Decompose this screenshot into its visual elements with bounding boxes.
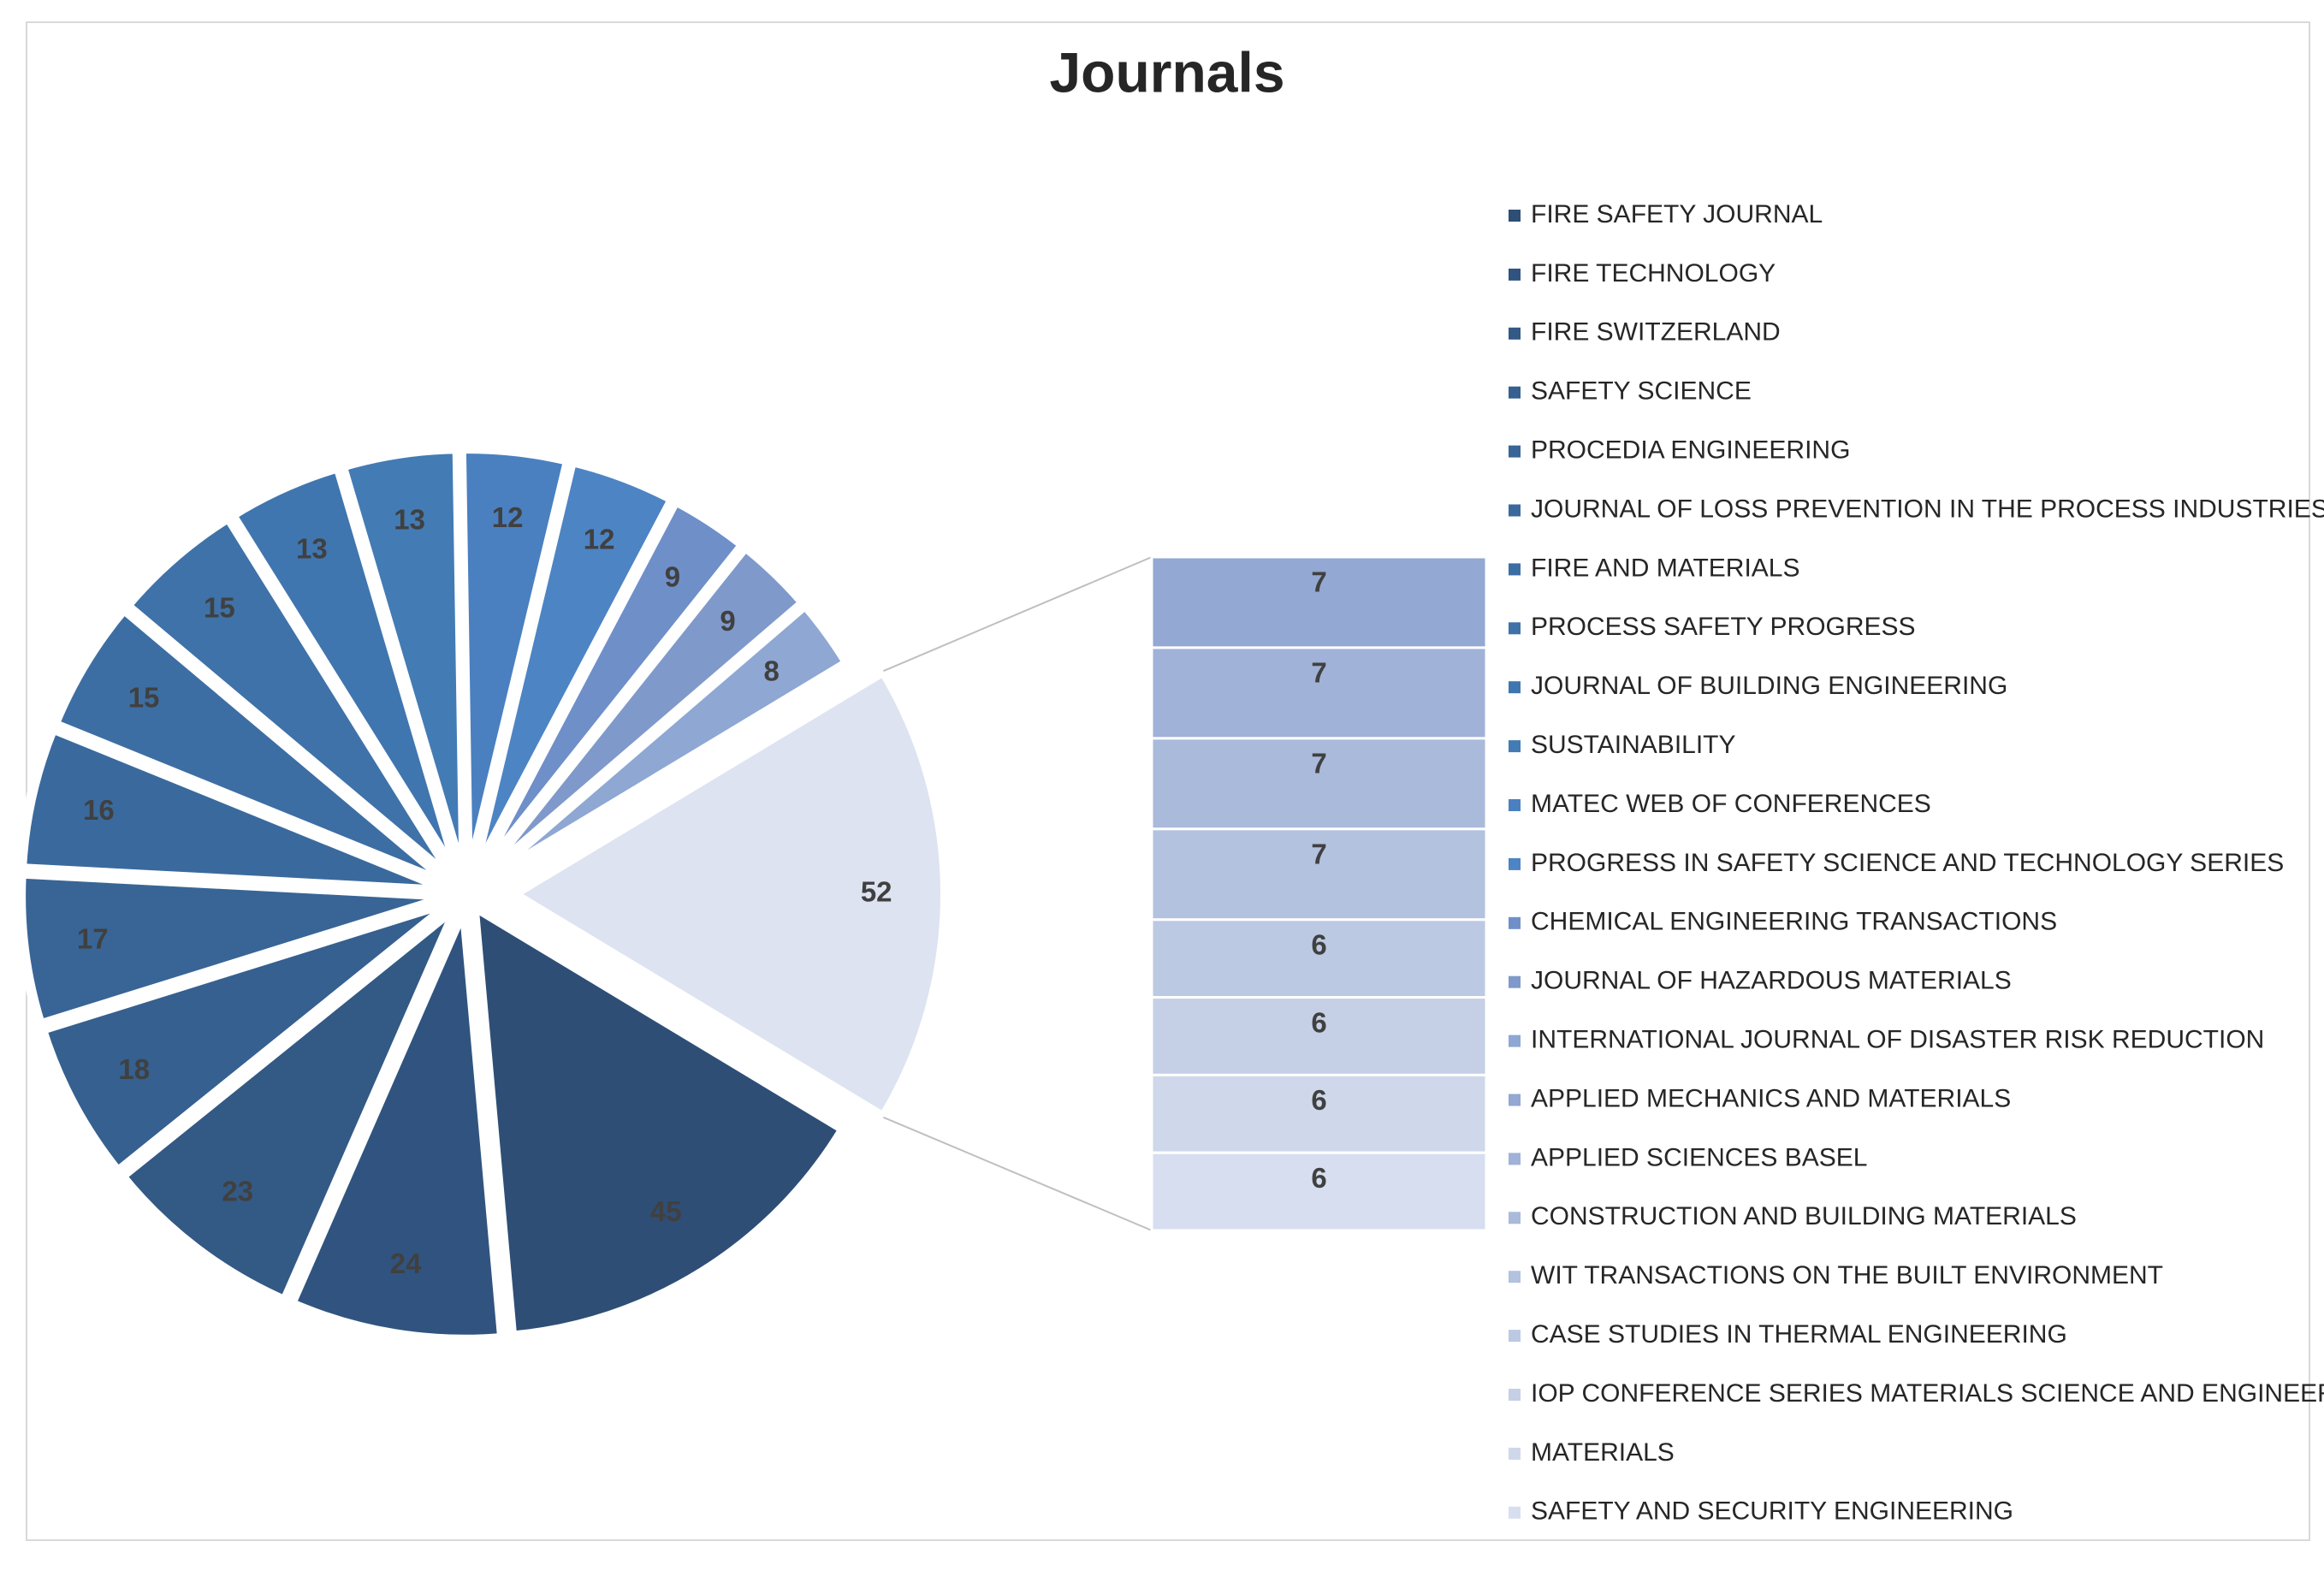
legend-swatch: [1509, 1212, 1521, 1224]
data-label: 9: [720, 605, 735, 637]
legend-label: APPLIED MECHANICS AND MATERIALS: [1531, 1084, 2011, 1112]
data-label: 52: [861, 876, 892, 908]
legend-swatch: [1509, 857, 1521, 870]
data-label: 6: [1311, 1006, 1326, 1038]
data-label: 24: [390, 1248, 422, 1279]
legend-label: PROCEDIA ENGINEERING: [1531, 436, 1850, 465]
bar-segment: [1150, 555, 1488, 649]
data-label: 9: [665, 560, 680, 592]
data-label: 7: [1311, 839, 1326, 870]
legend-swatch: [1509, 1034, 1521, 1047]
legend-label: IOP CONFERENCE SERIES MATERIALS SCIENCE …: [1531, 1379, 2324, 1408]
legend-label: INTERNATIONAL JOURNAL OF DISASTER RISK R…: [1531, 1026, 2264, 1054]
legend-swatch: [1509, 210, 1521, 222]
data-label: 13: [296, 532, 328, 564]
pie-slice: [474, 597, 855, 891]
legend-swatch: [1509, 1330, 1521, 1343]
legend-label: FIRE AND MATERIALS: [1531, 554, 1800, 582]
legend-label: CONSTRUCTION AND BUILDING MATERIALS: [1531, 1202, 2077, 1230]
legend-swatch: [1509, 327, 1521, 340]
legend-swatch: [1509, 622, 1521, 635]
data-label: 8: [763, 655, 779, 687]
legend-swatch: [1509, 681, 1521, 694]
legend-swatch: [1509, 916, 1521, 929]
data-label: 18: [118, 1053, 150, 1085]
pie-slice: [119, 510, 462, 888]
pie-slice: [35, 895, 458, 1179]
bar-segment: [1150, 737, 1488, 831]
legend-label: SAFETY SCIENCE: [1531, 377, 1752, 406]
legend-label: PROCESS SAFETY PROGRESS: [1531, 613, 1916, 641]
pie-slice: [467, 896, 851, 1343]
legend-label: FIRE SWITZERLAND: [1531, 318, 1781, 347]
legend-label: MATEC WEB OF CONFERENCES: [1531, 790, 1931, 818]
pie-slice: [47, 602, 459, 892]
legend-swatch: [1509, 1506, 1521, 1519]
data-label: 15: [204, 591, 235, 623]
data-label: 15: [128, 681, 160, 713]
legend-swatch: [1509, 504, 1521, 517]
legend-swatch: [1509, 445, 1521, 458]
bar-segment: [1150, 918, 1488, 999]
legend-swatch: [1509, 799, 1521, 811]
connector-line: [883, 1116, 1153, 1231]
legend-label: APPLIED SCIENCES BASEL: [1531, 1143, 1868, 1171]
legend-swatch: [1509, 1447, 1521, 1460]
legend-swatch: [1509, 268, 1521, 281]
legend-label: FIRE TECHNOLOGY: [1531, 259, 1776, 288]
legend-swatch: [1509, 740, 1521, 753]
legend-label: SAFETY AND SECURITY ENGINEERING: [1531, 1497, 2013, 1526]
data-label: 7: [1311, 748, 1326, 780]
data-label: 6: [1311, 1084, 1326, 1116]
legend-label: CASE STUDIES IN THERMAL ENGINEERING: [1531, 1320, 2067, 1349]
legend-label: JOURNAL OF BUILDING ENGINEERING: [1531, 672, 2007, 700]
data-label: 13: [394, 504, 425, 536]
data-label: 16: [83, 794, 115, 826]
legend-swatch: [1509, 386, 1521, 399]
pie-slice: [15, 868, 454, 1032]
data-label: 7: [1311, 566, 1326, 598]
data-label: 45: [650, 1195, 682, 1227]
bar-segment: [1150, 1151, 1488, 1232]
legend-swatch: [1509, 1153, 1521, 1165]
bar-segment: [1150, 996, 1488, 1076]
pie-slice: [114, 901, 463, 1308]
legend-swatch: [1509, 1094, 1521, 1106]
connector-line: [883, 556, 1153, 673]
data-label: 23: [222, 1176, 253, 1207]
legend-label: MATERIALS: [1531, 1438, 1675, 1467]
bar-segment: [1150, 1073, 1488, 1154]
chart-title: Journals: [1049, 40, 1284, 104]
data-label: 6: [1311, 928, 1326, 960]
legend-swatch: [1509, 975, 1521, 988]
data-label: 12: [584, 524, 615, 555]
legend-label: WIT TRANSACTIONS ON THE BUILT ENVIRONMEN…: [1531, 1261, 2163, 1289]
data-label: 17: [77, 923, 109, 955]
data-label: 7: [1311, 657, 1326, 689]
legend-label: PROGRESS IN SAFETY SCIENCE AND TECHNOLOG…: [1531, 849, 2284, 877]
legend-label: SUSTAINABILITY: [1531, 731, 1736, 759]
legend-label: JOURNAL OF LOSS PREVENTION IN THE PROCES…: [1531, 495, 2324, 523]
legend-swatch: [1509, 563, 1521, 576]
legend-swatch: [1509, 1389, 1521, 1401]
legend-label: CHEMICAL ENGINEERING TRANSACTIONS: [1531, 908, 2057, 936]
pie-slice: [284, 905, 508, 1345]
data-label: 12: [492, 501, 524, 533]
legend-label: FIRE SAFETY JOURNAL: [1531, 200, 1823, 228]
legend-label: JOURNAL OF HAZARDOUS MATERIALS: [1531, 967, 2012, 995]
pie-slice-other: [503, 663, 951, 1125]
legend-swatch: [1509, 1271, 1521, 1283]
pie-slice: [15, 721, 455, 897]
data-label: 6: [1311, 1162, 1326, 1194]
bar-segment: [1150, 646, 1488, 740]
